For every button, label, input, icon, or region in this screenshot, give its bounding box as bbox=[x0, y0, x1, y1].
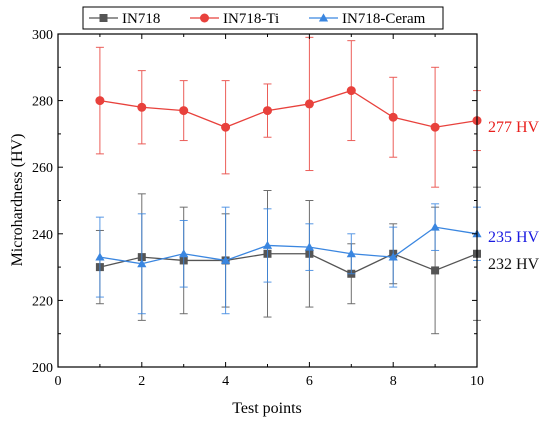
legend-item: IN718 bbox=[89, 11, 160, 27]
data-point bbox=[388, 112, 398, 122]
data-point bbox=[346, 249, 356, 258]
series-in718-ceram bbox=[95, 203, 482, 315]
series-line bbox=[99, 253, 478, 275]
legend-label: IN718-Ceram bbox=[342, 11, 426, 27]
annotations: 277 HV 235 HV 232 HV bbox=[488, 119, 540, 273]
axes-layer: 0 2 4 6 8 10 200 220 240 260 280 300 bbox=[32, 28, 484, 389]
data-point bbox=[388, 252, 398, 261]
legend-label: IN718 bbox=[122, 11, 160, 27]
legend: IN718 IN718-Ti IN718-Ceram bbox=[82, 6, 444, 30]
data-point bbox=[263, 106, 272, 116]
data-point bbox=[221, 122, 231, 132]
data-point bbox=[137, 102, 147, 112]
data-point bbox=[430, 122, 440, 132]
x-tick-label: 8 bbox=[390, 374, 397, 389]
series-in718-ti bbox=[95, 36, 482, 188]
legend-box bbox=[82, 6, 444, 30]
legend-marker bbox=[99, 14, 108, 22]
plot-layer bbox=[95, 36, 482, 335]
y-tick-label: 240 bbox=[32, 228, 53, 243]
x-axis-title: Test points bbox=[232, 400, 302, 417]
series-line bbox=[99, 89, 478, 128]
legend-marker bbox=[318, 13, 329, 22]
legend-label: IN718-Ti bbox=[223, 11, 279, 27]
x-tick-label: 6 bbox=[306, 374, 313, 389]
legend-item: IN718-Ti bbox=[190, 11, 279, 27]
x-tick-label: 2 bbox=[138, 374, 145, 389]
data-point bbox=[262, 240, 273, 249]
y-tick-label: 260 bbox=[32, 161, 53, 176]
legend-item: IN718-Ceram bbox=[309, 11, 426, 27]
average-annotation: 277 HV bbox=[488, 119, 540, 136]
legend-marker bbox=[200, 13, 209, 23]
data-point bbox=[346, 86, 356, 96]
average-annotation: 235 HV bbox=[488, 229, 540, 246]
data-point bbox=[95, 96, 105, 106]
y-tick-label: 200 bbox=[32, 361, 53, 376]
data-point bbox=[95, 252, 105, 261]
y-axis-title: Microhardness (HV) bbox=[9, 134, 26, 267]
data-point bbox=[304, 242, 314, 251]
x-tick-label: 10 bbox=[470, 374, 484, 389]
x-tick-label: 0 bbox=[55, 374, 62, 389]
data-point bbox=[430, 222, 440, 231]
data-point bbox=[221, 255, 231, 264]
y-tick-label: 280 bbox=[32, 95, 53, 110]
series-line bbox=[99, 226, 478, 265]
y-tick-label: 300 bbox=[32, 28, 53, 43]
data-point bbox=[179, 106, 189, 116]
x-tick-label: 4 bbox=[222, 374, 229, 389]
average-annotation: 232 HV bbox=[488, 256, 540, 273]
data-point bbox=[137, 259, 147, 268]
data-point bbox=[431, 266, 440, 275]
data-point bbox=[304, 99, 314, 109]
data-point bbox=[179, 249, 189, 258]
y-tick-label: 220 bbox=[32, 294, 53, 309]
